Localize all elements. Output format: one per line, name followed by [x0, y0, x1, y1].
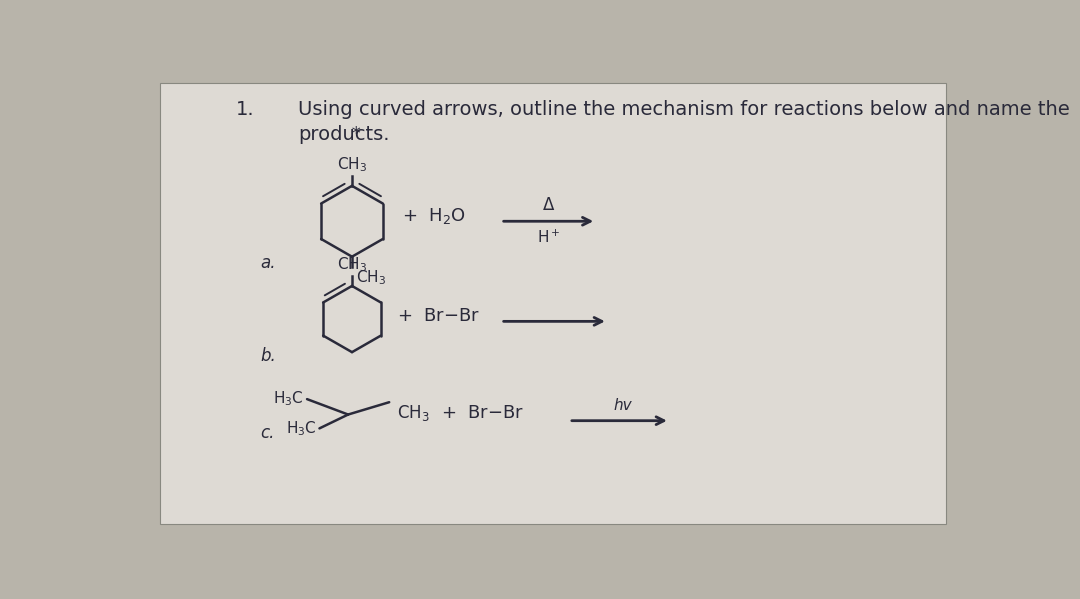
- Text: $\Delta$: $\Delta$: [542, 195, 555, 214]
- Text: CH$_3$: CH$_3$: [397, 403, 430, 423]
- Text: 1.: 1.: [235, 101, 255, 119]
- Text: a.: a.: [260, 255, 276, 273]
- Text: +  H$_2$O: + H$_2$O: [403, 206, 467, 226]
- Text: b.: b.: [260, 347, 276, 365]
- Text: H$_3$C: H$_3$C: [286, 419, 316, 438]
- Text: *: *: [346, 125, 361, 143]
- Text: +  Br$-$Br: + Br$-$Br: [441, 404, 524, 422]
- Text: H$_3$C: H$_3$C: [273, 390, 303, 409]
- Text: products.: products.: [298, 125, 389, 144]
- Text: Using curved arrows, outline the mechanism for reactions below and name the: Using curved arrows, outline the mechani…: [298, 101, 1069, 119]
- Text: H$^+$: H$^+$: [537, 229, 561, 246]
- Text: +  Br$-$Br: + Br$-$Br: [397, 307, 480, 325]
- Text: CH$_3$: CH$_3$: [337, 156, 367, 174]
- FancyBboxPatch shape: [160, 83, 946, 524]
- Text: CH$_3$: CH$_3$: [337, 256, 367, 274]
- Text: c.: c.: [260, 423, 275, 442]
- Text: CH$_3$: CH$_3$: [356, 268, 386, 287]
- Text: hv: hv: [613, 398, 633, 413]
